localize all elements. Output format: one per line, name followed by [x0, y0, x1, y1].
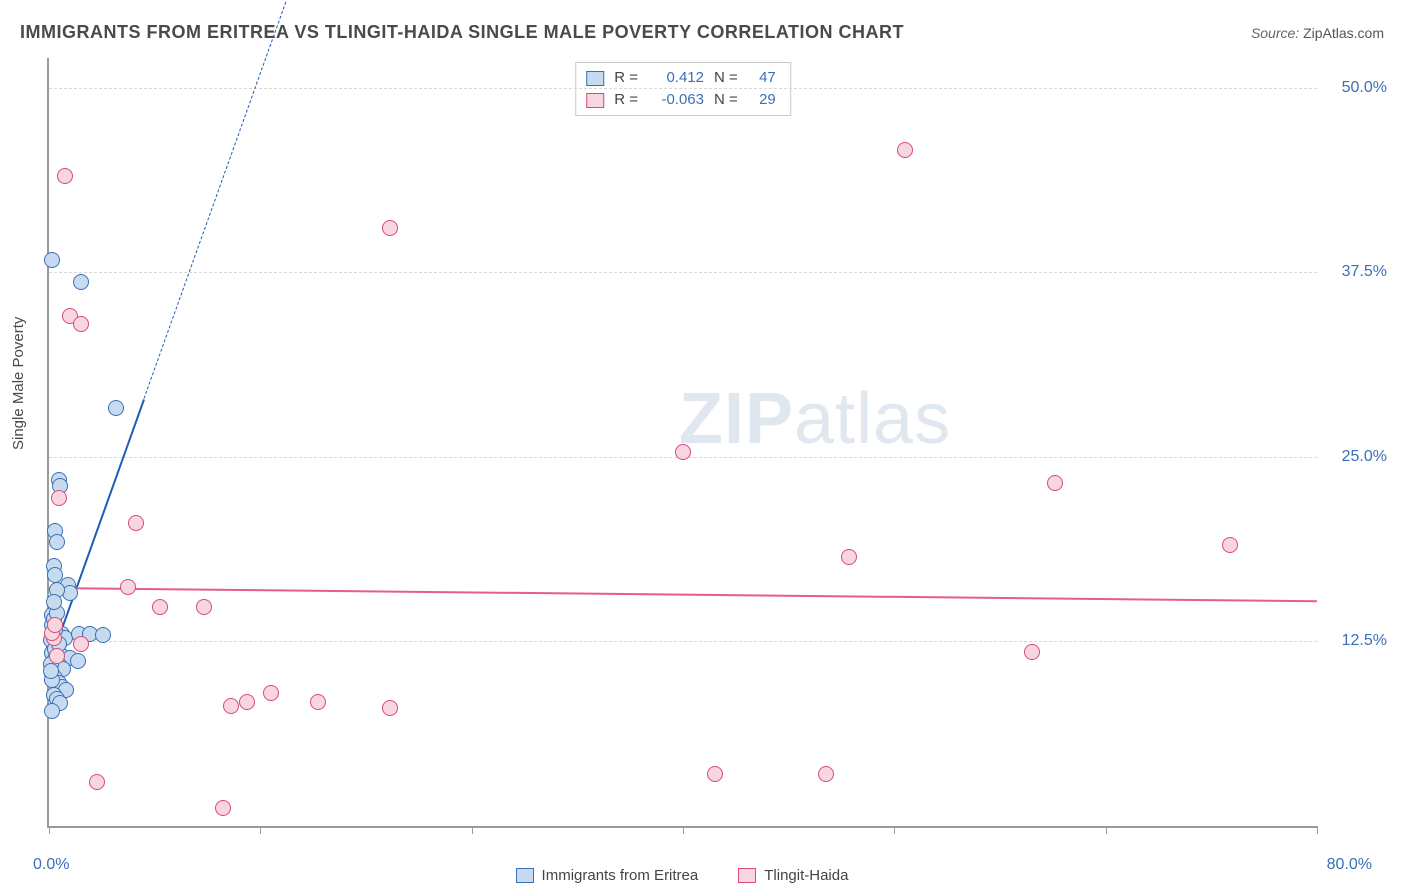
swatch-eritrea	[516, 868, 534, 883]
r-value-eritrea: 0.412	[648, 67, 704, 89]
data-point	[675, 444, 691, 460]
y-tick-label: 12.5%	[1342, 632, 1387, 650]
data-point	[382, 700, 398, 716]
data-point	[51, 490, 67, 506]
data-point	[1047, 475, 1063, 491]
legend-item-tlingit: Tlingit-Haida	[738, 867, 848, 884]
legend-label-tlingit: Tlingit-Haida	[764, 867, 848, 884]
gridline	[49, 88, 1317, 89]
data-point	[73, 316, 89, 332]
data-point	[897, 142, 913, 158]
plot-area: ZIPatlas R = 0.412 N = 47 R = -0.063 N =…	[47, 58, 1317, 828]
data-point	[95, 627, 111, 643]
data-point	[128, 515, 144, 531]
data-point	[108, 400, 124, 416]
data-point	[818, 766, 834, 782]
x-tick	[472, 826, 473, 834]
stat-legend: R = 0.412 N = 47 R = -0.063 N = 29	[575, 62, 791, 116]
x-tick	[1106, 826, 1107, 834]
r-label: R =	[614, 67, 638, 89]
data-point	[46, 594, 62, 610]
n-label: N =	[714, 67, 738, 89]
data-point	[49, 534, 65, 550]
gridline	[49, 641, 1317, 642]
data-point	[707, 766, 723, 782]
r-label: R =	[614, 89, 638, 111]
data-point	[152, 599, 168, 615]
chart-title: IMMIGRANTS FROM ERITREA VS TLINGIT-HAIDA…	[20, 22, 904, 43]
series-legend: Immigrants from Eritrea Tlingit-Haida	[47, 867, 1317, 884]
source-attribution: Source: ZipAtlas.com	[1251, 25, 1384, 41]
watermark: ZIPatlas	[679, 378, 951, 460]
data-point	[215, 800, 231, 816]
x-tick	[683, 826, 684, 834]
data-point	[1024, 644, 1040, 660]
data-point	[43, 663, 59, 679]
x-max-label: 80.0%	[1327, 856, 1372, 874]
data-point	[1222, 537, 1238, 553]
data-point	[239, 694, 255, 710]
watermark-atlas: atlas	[794, 379, 951, 459]
y-tick-label: 37.5%	[1342, 263, 1387, 281]
x-tick	[260, 826, 261, 834]
data-point	[120, 579, 136, 595]
source-value: ZipAtlas.com	[1303, 25, 1384, 41]
data-point	[263, 685, 279, 701]
data-point	[70, 653, 86, 669]
data-point	[47, 617, 63, 633]
data-point	[44, 703, 60, 719]
data-point	[310, 694, 326, 710]
data-point	[841, 549, 857, 565]
trend-line	[49, 587, 1317, 602]
y-axis-label: Single Male Poverty	[10, 317, 27, 450]
data-point	[223, 698, 239, 714]
data-point	[47, 567, 63, 583]
data-point	[73, 274, 89, 290]
data-point	[196, 599, 212, 615]
stat-row-eritrea: R = 0.412 N = 47	[586, 67, 776, 89]
data-point	[73, 636, 89, 652]
x-tick	[49, 826, 50, 834]
data-point	[382, 220, 398, 236]
swatch-eritrea	[586, 71, 604, 86]
swatch-tlingit	[586, 93, 604, 108]
y-tick-label: 25.0%	[1342, 448, 1387, 466]
legend-item-eritrea: Immigrants from Eritrea	[516, 867, 699, 884]
data-point	[57, 168, 73, 184]
n-label: N =	[714, 89, 738, 111]
y-tick-label: 50.0%	[1342, 79, 1387, 97]
r-value-tlingit: -0.063	[648, 89, 704, 111]
stat-row-tlingit: R = -0.063 N = 29	[586, 89, 776, 111]
legend-label-eritrea: Immigrants from Eritrea	[542, 867, 699, 884]
n-value-eritrea: 47	[748, 67, 776, 89]
data-point	[89, 774, 105, 790]
x-tick	[894, 826, 895, 834]
source-label: Source:	[1251, 25, 1299, 41]
x-tick	[1317, 826, 1318, 834]
gridline	[49, 272, 1317, 273]
swatch-tlingit	[738, 868, 756, 883]
n-value-tlingit: 29	[748, 89, 776, 111]
trend-line	[144, 0, 303, 398]
watermark-zip: ZIP	[679, 379, 794, 459]
data-point	[44, 252, 60, 268]
data-point	[49, 648, 65, 664]
